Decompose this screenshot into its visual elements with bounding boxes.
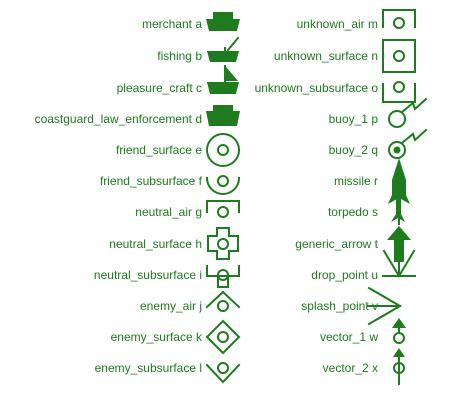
missile-icon	[388, 158, 410, 204]
label-merchant: merchant a	[141, 17, 202, 31]
unknown-surface-icon	[382, 39, 416, 73]
buoy-1-icon	[388, 97, 428, 128]
label-vector-2: vector_2 x	[322, 361, 378, 375]
label-coastguard: coastguard_law_enforcement d	[34, 112, 202, 126]
splash-point-icon	[367, 286, 402, 326]
label-enemy-air: enemy_air j	[139, 299, 202, 313]
label-unknown-air: unknown_air m	[296, 17, 378, 31]
generic-arrow-icon	[387, 226, 411, 262]
enemy-surface-icon	[205, 319, 241, 355]
label-neutral-air: neutral_air g	[135, 205, 202, 219]
label-missile: missile r	[334, 174, 378, 188]
coastguard-vessel-icon	[206, 105, 240, 126]
vector-1-icon	[392, 318, 406, 344]
label-unknown-subsurface: unknown_subsurface o	[254, 81, 378, 95]
label-buoy-2: buoy_2 q	[328, 143, 378, 157]
label-enemy-surface: enemy_surface k	[110, 330, 202, 344]
friend-subsurface-icon	[205, 175, 241, 195]
label-unknown-surface: unknown_surface n	[273, 49, 378, 63]
enemy-subsurface-icon	[205, 362, 241, 384]
drop-point-icon	[382, 245, 416, 278]
label-torpedo: torpedo s	[327, 205, 378, 219]
label-splash-point: splash_point v	[301, 299, 378, 313]
label-pleasure-craft: pleasure_craft c	[116, 81, 202, 95]
label-neutral-subsurface: neutral_subsurface i	[93, 268, 202, 282]
label-fishing: fishing b	[157, 49, 202, 63]
label-generic-arrow: generic_arrow t	[295, 237, 378, 251]
pleasure-craft-icon	[207, 65, 239, 94]
merchant-ship-icon	[206, 12, 240, 31]
label-drop-point: drop_point u	[311, 268, 378, 282]
label-enemy-subsurface: enemy_subsurface l	[94, 361, 202, 375]
neutral-subsurface-icon	[206, 265, 240, 288]
label-buoy-1: buoy_1 p	[328, 112, 378, 126]
neutral-air-icon	[206, 200, 240, 218]
torpedo-icon	[391, 198, 405, 225]
label-friend-surface: friend_surface e	[115, 143, 202, 157]
neutral-surface-icon	[207, 227, 239, 260]
enemy-air-icon	[205, 290, 241, 312]
label-vector-1: vector_1 w	[319, 330, 378, 344]
buoy-2-icon	[388, 128, 428, 159]
unknown-air-icon	[382, 9, 416, 29]
vector-2-icon	[393, 348, 405, 385]
unknown-subsurface-icon	[382, 81, 416, 103]
label-friend-subsurface: friend_subsurface f	[99, 174, 202, 188]
label-neutral-surface: neutral_surface h	[109, 237, 202, 251]
fishing-vessel-icon	[207, 36, 240, 62]
friend-surface-icon	[206, 133, 240, 167]
